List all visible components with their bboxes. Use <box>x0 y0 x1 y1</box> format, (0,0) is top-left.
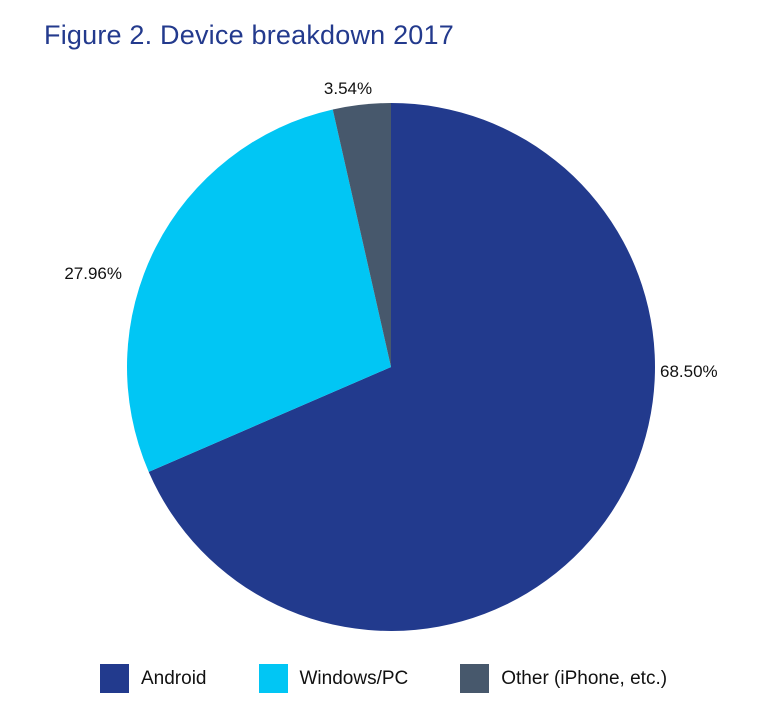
legend-item-windows: Windows/PC <box>258 664 409 693</box>
legend-swatch-other <box>460 664 490 693</box>
legend-item-other: Other (iPhone, etc.) <box>460 664 667 693</box>
legend: Android Windows/PC Other (iPhone, etc.) <box>100 664 719 693</box>
data-label-other-iphone-etc: 3.54% <box>324 79 372 98</box>
legend-swatch-android <box>100 664 129 693</box>
legend-item-android: Android <box>100 664 207 693</box>
legend-label-other: Other (iPhone, etc.) <box>501 667 668 689</box>
legend-label-android: Android <box>141 667 207 689</box>
chart-title: Figure 2. Device breakdown 2017 <box>44 20 454 50</box>
pie-slice-android <box>148 103 656 631</box>
pie-slice-other-iphone-etc <box>332 103 391 367</box>
data-label-android: 68.50% <box>660 362 718 381</box>
pie-slice-windows-pc <box>127 109 391 472</box>
legend-label-windows: Windows/PC <box>299 667 409 689</box>
legend-swatch-windows <box>258 664 288 693</box>
data-label-windows-pc: 27.96% <box>64 264 122 283</box>
